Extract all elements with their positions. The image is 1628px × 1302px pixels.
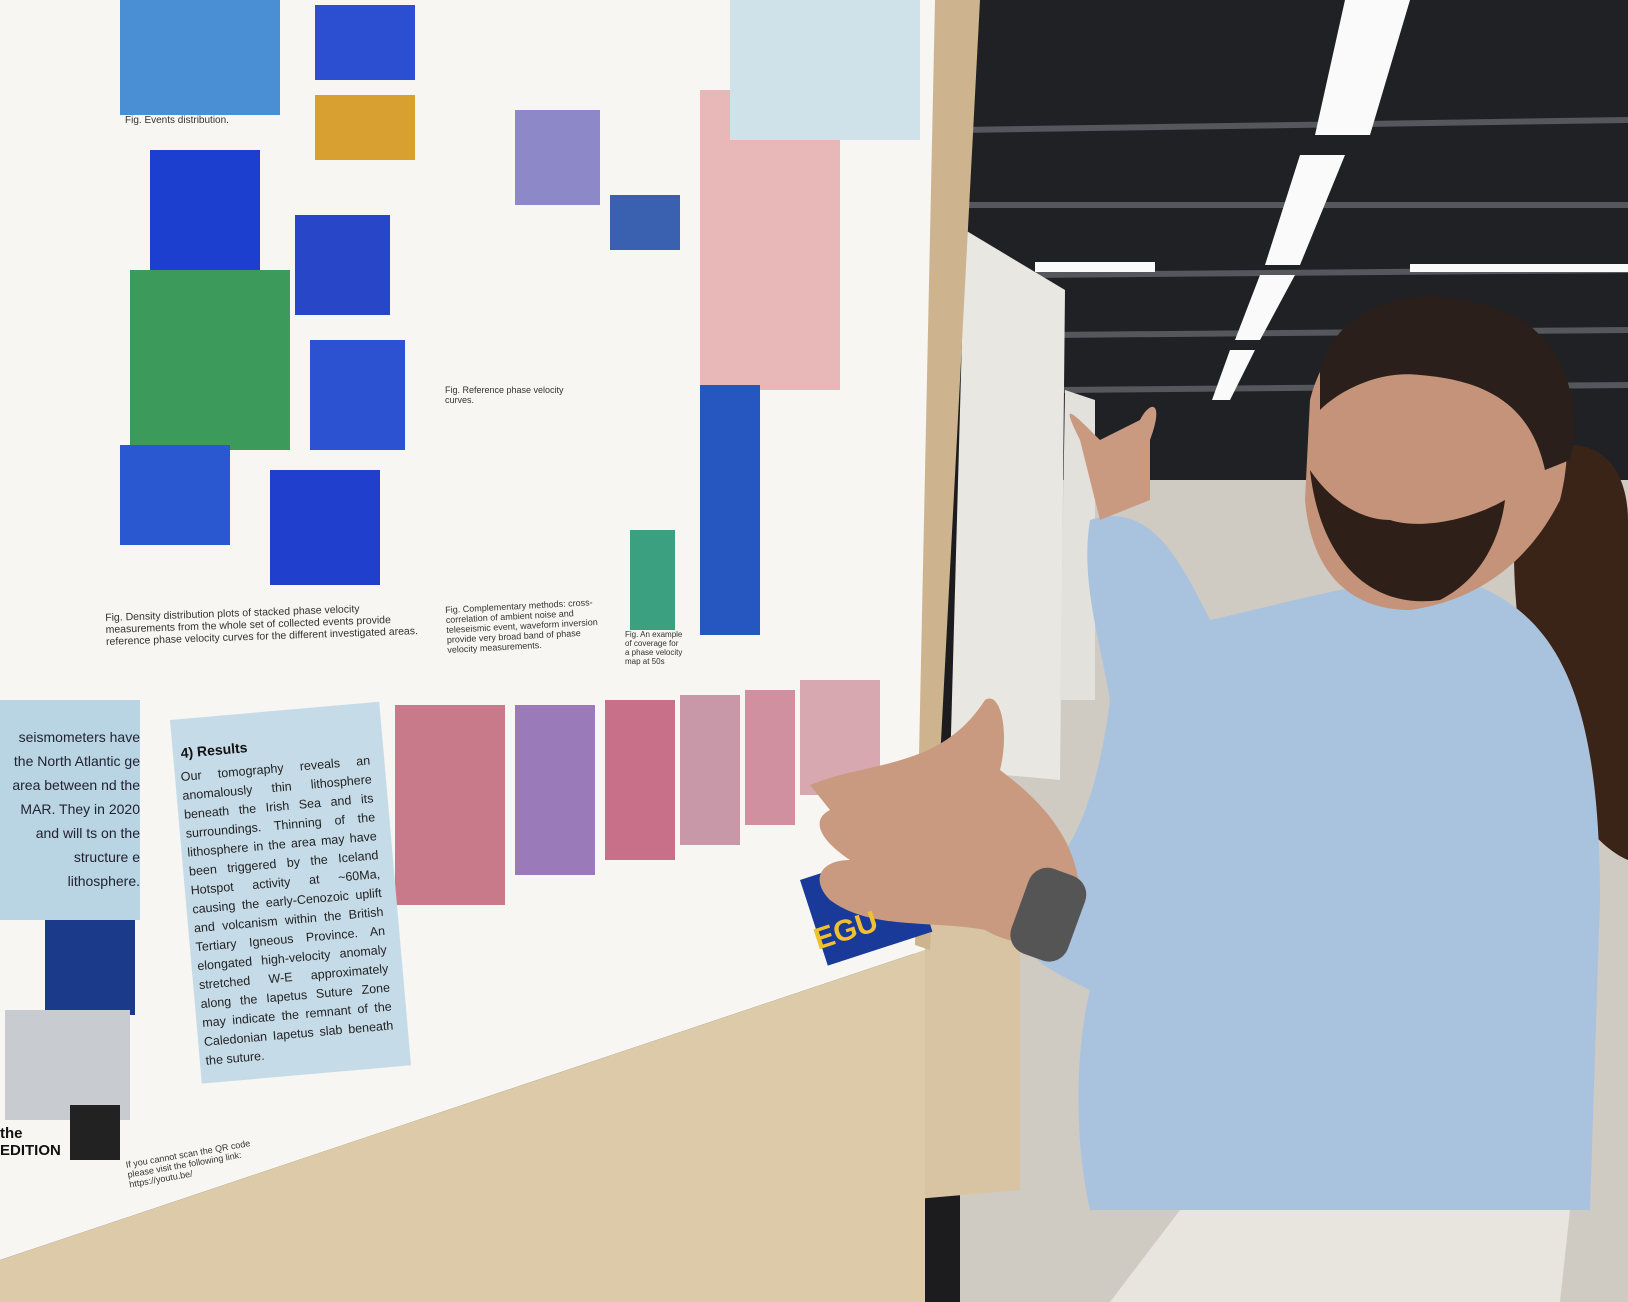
- ceiling-lights: [1035, 0, 1628, 400]
- figure-caption: Fig. Complementary methods: cross-correl…: [445, 597, 598, 655]
- figure-caption: Fig. Events distribution.: [125, 115, 229, 126]
- figure-caption: Fig. Reference phase velocity curves.: [445, 385, 564, 405]
- poster-intro-text: seismometers have the North Atlantic ge …: [12, 729, 140, 889]
- results-body: Our tomography reveals an anomalously th…: [180, 753, 394, 1068]
- figure-caption: Fig. An example of coverage for a phase …: [625, 630, 683, 666]
- presenter: [810, 296, 1600, 1302]
- poster-edition: the EDITION: [0, 1125, 61, 1159]
- hair-bystander: [1514, 444, 1628, 860]
- poster-figures: [0, 0, 933, 1120]
- board-stand: [905, 920, 1020, 1200]
- board: [0, 950, 925, 1302]
- board-edge: [915, 0, 980, 950]
- far-poster: [1060, 390, 1095, 700]
- next-poster: [950, 230, 1065, 780]
